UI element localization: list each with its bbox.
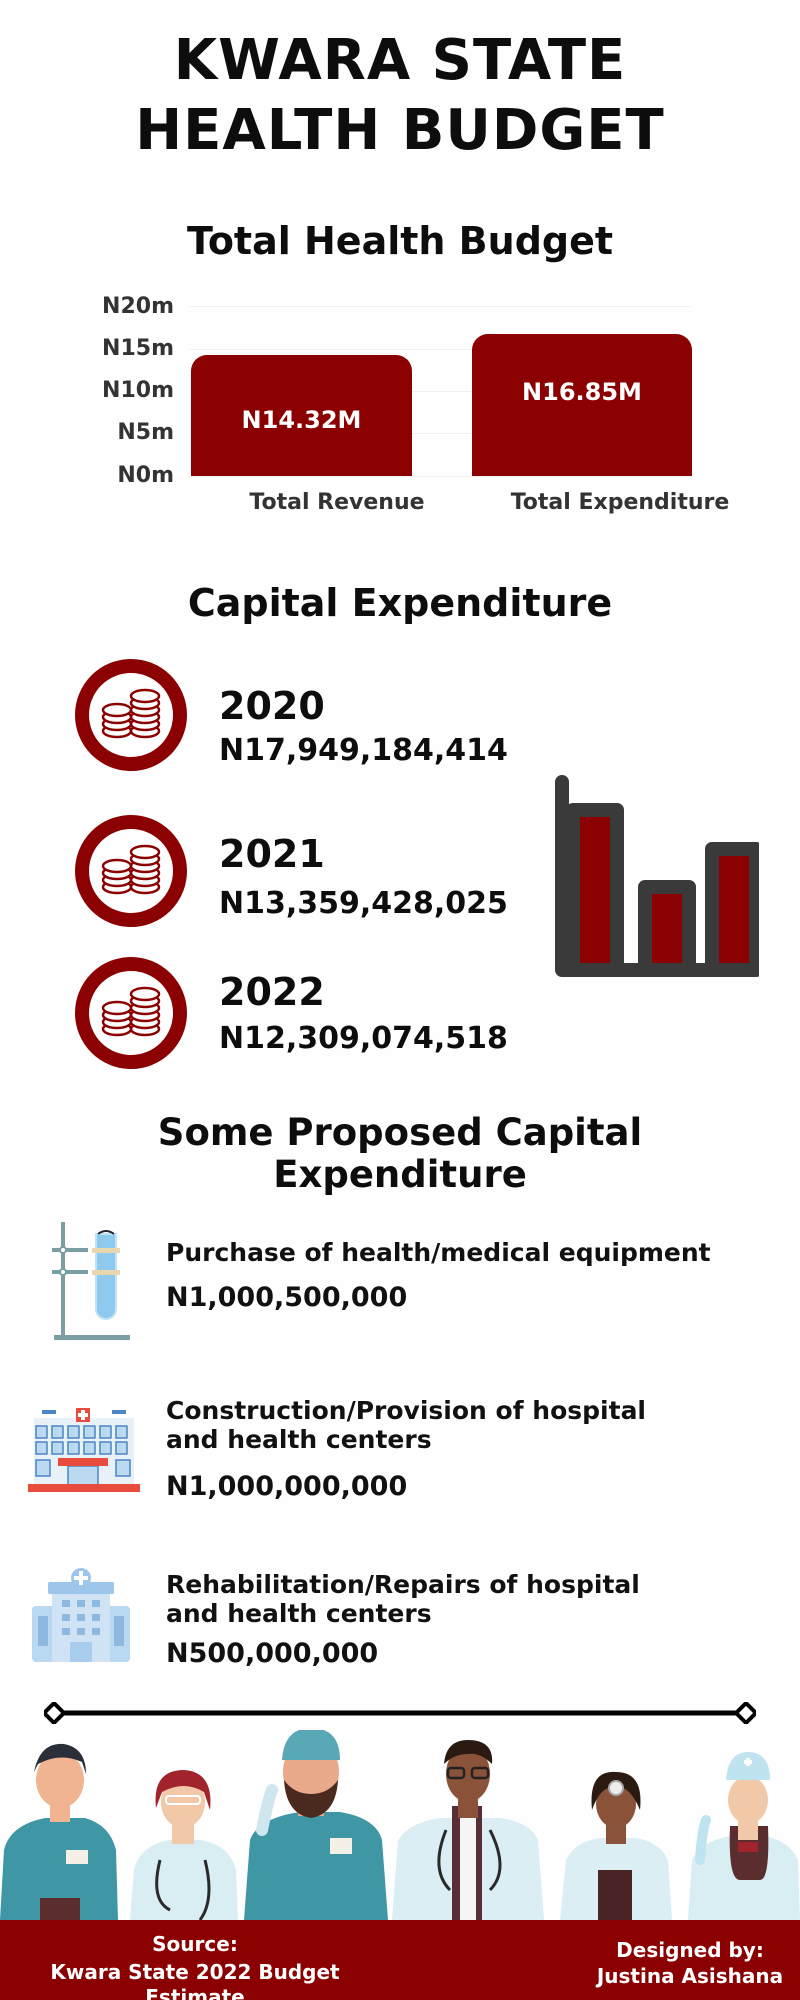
male-nurse-figure (0, 1743, 118, 1920)
page-title-line2: HEALTH BUDGET (135, 98, 665, 163)
source-value: Kwara State 2022 Budget Estimate (50, 1960, 340, 2000)
y-tick-10m: N10m (102, 378, 174, 403)
bar-total-revenue: N14.32M (191, 355, 412, 476)
y-tick-15m: N15m (102, 336, 174, 361)
baseline (190, 476, 690, 477)
section-divider (41, 1700, 759, 1726)
proposed-item-3-amount: N500,000,000 (166, 1638, 379, 1669)
total-health-budget-heading: Total Health Budget (186, 219, 614, 263)
gridline (190, 433, 690, 434)
female-nurse-figure (688, 1752, 800, 1920)
capex-year-2021: 2021 (219, 832, 325, 876)
capex-year-2022: 2022 (219, 970, 325, 1014)
capex-amount-2021: N13,359,428,025 (219, 886, 508, 921)
bar-value-label: N16.85M (522, 378, 642, 406)
clinic-building-icon (32, 1566, 130, 1664)
test-tube-icon (52, 1222, 140, 1342)
proposed-heading-line2: Expenditure (273, 1153, 527, 1196)
female-doctor-figure (130, 1770, 238, 1921)
capex-amount-2020: N17,949,184,414 (219, 733, 508, 768)
coins-icon (75, 957, 187, 1069)
capex-amount-2022: N12,309,074,518 (219, 1021, 508, 1056)
gridline (190, 391, 690, 392)
proposed-item-2-amount: N1,000,000,000 (166, 1471, 408, 1502)
hospital-icon (28, 1408, 140, 1494)
y-tick-20m: N20m (102, 294, 174, 319)
y-tick-5m: N5m (117, 420, 174, 445)
gridline (190, 349, 690, 350)
proposed-item-1-label: Purchase of health/medical equipment (166, 1238, 711, 1267)
source-label: Source: (152, 1932, 238, 1956)
y-tick-0m: N0m (117, 463, 174, 488)
proposed-item-1-amount: N1,000,500,000 (166, 1282, 408, 1313)
capex-year-2020: 2020 (219, 684, 325, 728)
footer-bar: Source: Kwara State 2022 Budget Estimate… (0, 1920, 800, 2000)
proposed-heading-line1: Some Proposed Capital (157, 1111, 643, 1154)
designer-value: Justina Asishana (596, 1964, 784, 1988)
bar-total-expenditure: N16.85M (472, 334, 692, 476)
proposed-item-2-label-line1: Construction/Provision of hospital (166, 1396, 647, 1425)
proposed-item-3-label-line2: and health centers (166, 1599, 432, 1628)
male-doctor-figure (392, 1740, 544, 1920)
proposed-item-2-label-line2: and health centers (166, 1425, 432, 1454)
capital-expenditure-heading: Capital Expenditure (187, 581, 613, 625)
x-label-total-revenue: Total Revenue (249, 490, 425, 515)
designer-label: Designed by: (616, 1938, 764, 1962)
female-doctor-with-clipboard-figure (560, 1771, 672, 1920)
gridline (190, 306, 690, 307)
page-title-line1: KWARA STATE (173, 28, 627, 93)
bar-value-label: N14.32M (241, 405, 362, 434)
proposed-item-3-label-line1: Rehabilitation/Repairs of hospital (166, 1570, 640, 1599)
bar-chart-icon (554, 772, 763, 978)
coins-icon (75, 659, 187, 771)
healthcare-workers-illustration (0, 1728, 800, 1921)
coins-icon (75, 815, 187, 927)
x-label-total-expenditure: Total Expenditure (510, 490, 730, 515)
male-surgeon-figure (244, 1728, 388, 1920)
